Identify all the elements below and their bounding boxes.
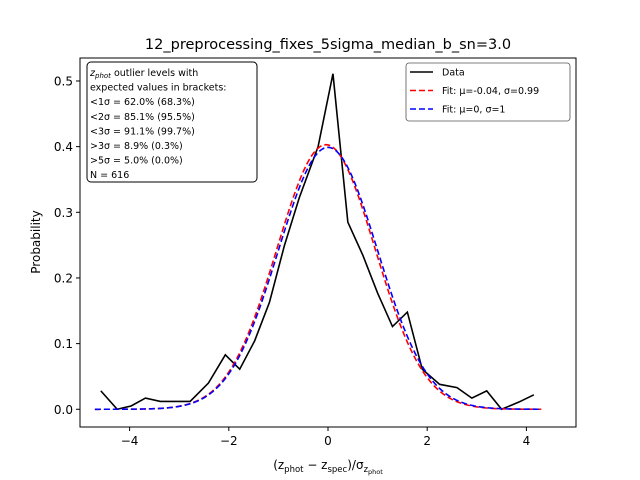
annotation-line: <1σ = 62.0% (68.3%) [90,97,195,108]
x-axis-label: (zphot − zspec)/σzphot [273,458,383,476]
annotation-line: zphot outlier levels with [89,68,198,80]
y-tick-label: 0.4 [54,140,73,154]
x-tick-label: 0 [324,434,332,448]
legend-label: Fit: μ=0, σ=1 [442,105,505,116]
annotation-line: expected values in brackets: [90,83,226,94]
series-line-2 [94,146,542,411]
series-line-0 [100,73,535,411]
y-tick-label: 0.3 [54,206,73,220]
annotation-line: >5σ = 5.0% (0.0%) [90,156,183,167]
annotation-box: zphot outlier levels with expected value… [86,61,258,183]
legend-label: Data [442,68,465,79]
x-axis-ticks: −4 −2 0 2 4 [121,427,530,448]
y-tick-label: 0.0 [54,403,73,417]
annotation-line: <2σ = 85.1% (95.5%) [90,112,195,123]
y-tick-label: 0.5 [54,74,73,88]
y-axis-label: Probability [29,210,43,273]
y-tick-label: 0.2 [54,271,73,285]
x-tick-label: 2 [423,434,431,448]
annotation-line: >3σ = 8.9% (0.3%) [90,141,183,152]
legend-label: Fit: μ=-0.04, σ=0.99 [442,86,539,97]
y-axis-ticks: 0.0 0.1 0.2 0.3 0.4 0.5 [54,74,80,417]
plot-series [94,73,542,411]
annotation-line: N = 616 [90,170,129,181]
chart-title: 12_preprocessing_fixes_5sigma_median_b_s… [145,37,511,53]
x-tick-label: 4 [523,434,531,448]
x-tick-label: −4 [121,434,139,448]
y-tick-label: 0.1 [54,337,73,351]
legend: Data Fit: μ=-0.04, σ=0.99 Fit: μ=0, σ=1 [405,62,571,122]
annotation-line: <3σ = 91.1% (99.7%) [90,126,195,137]
x-tick-label: −2 [220,434,238,448]
